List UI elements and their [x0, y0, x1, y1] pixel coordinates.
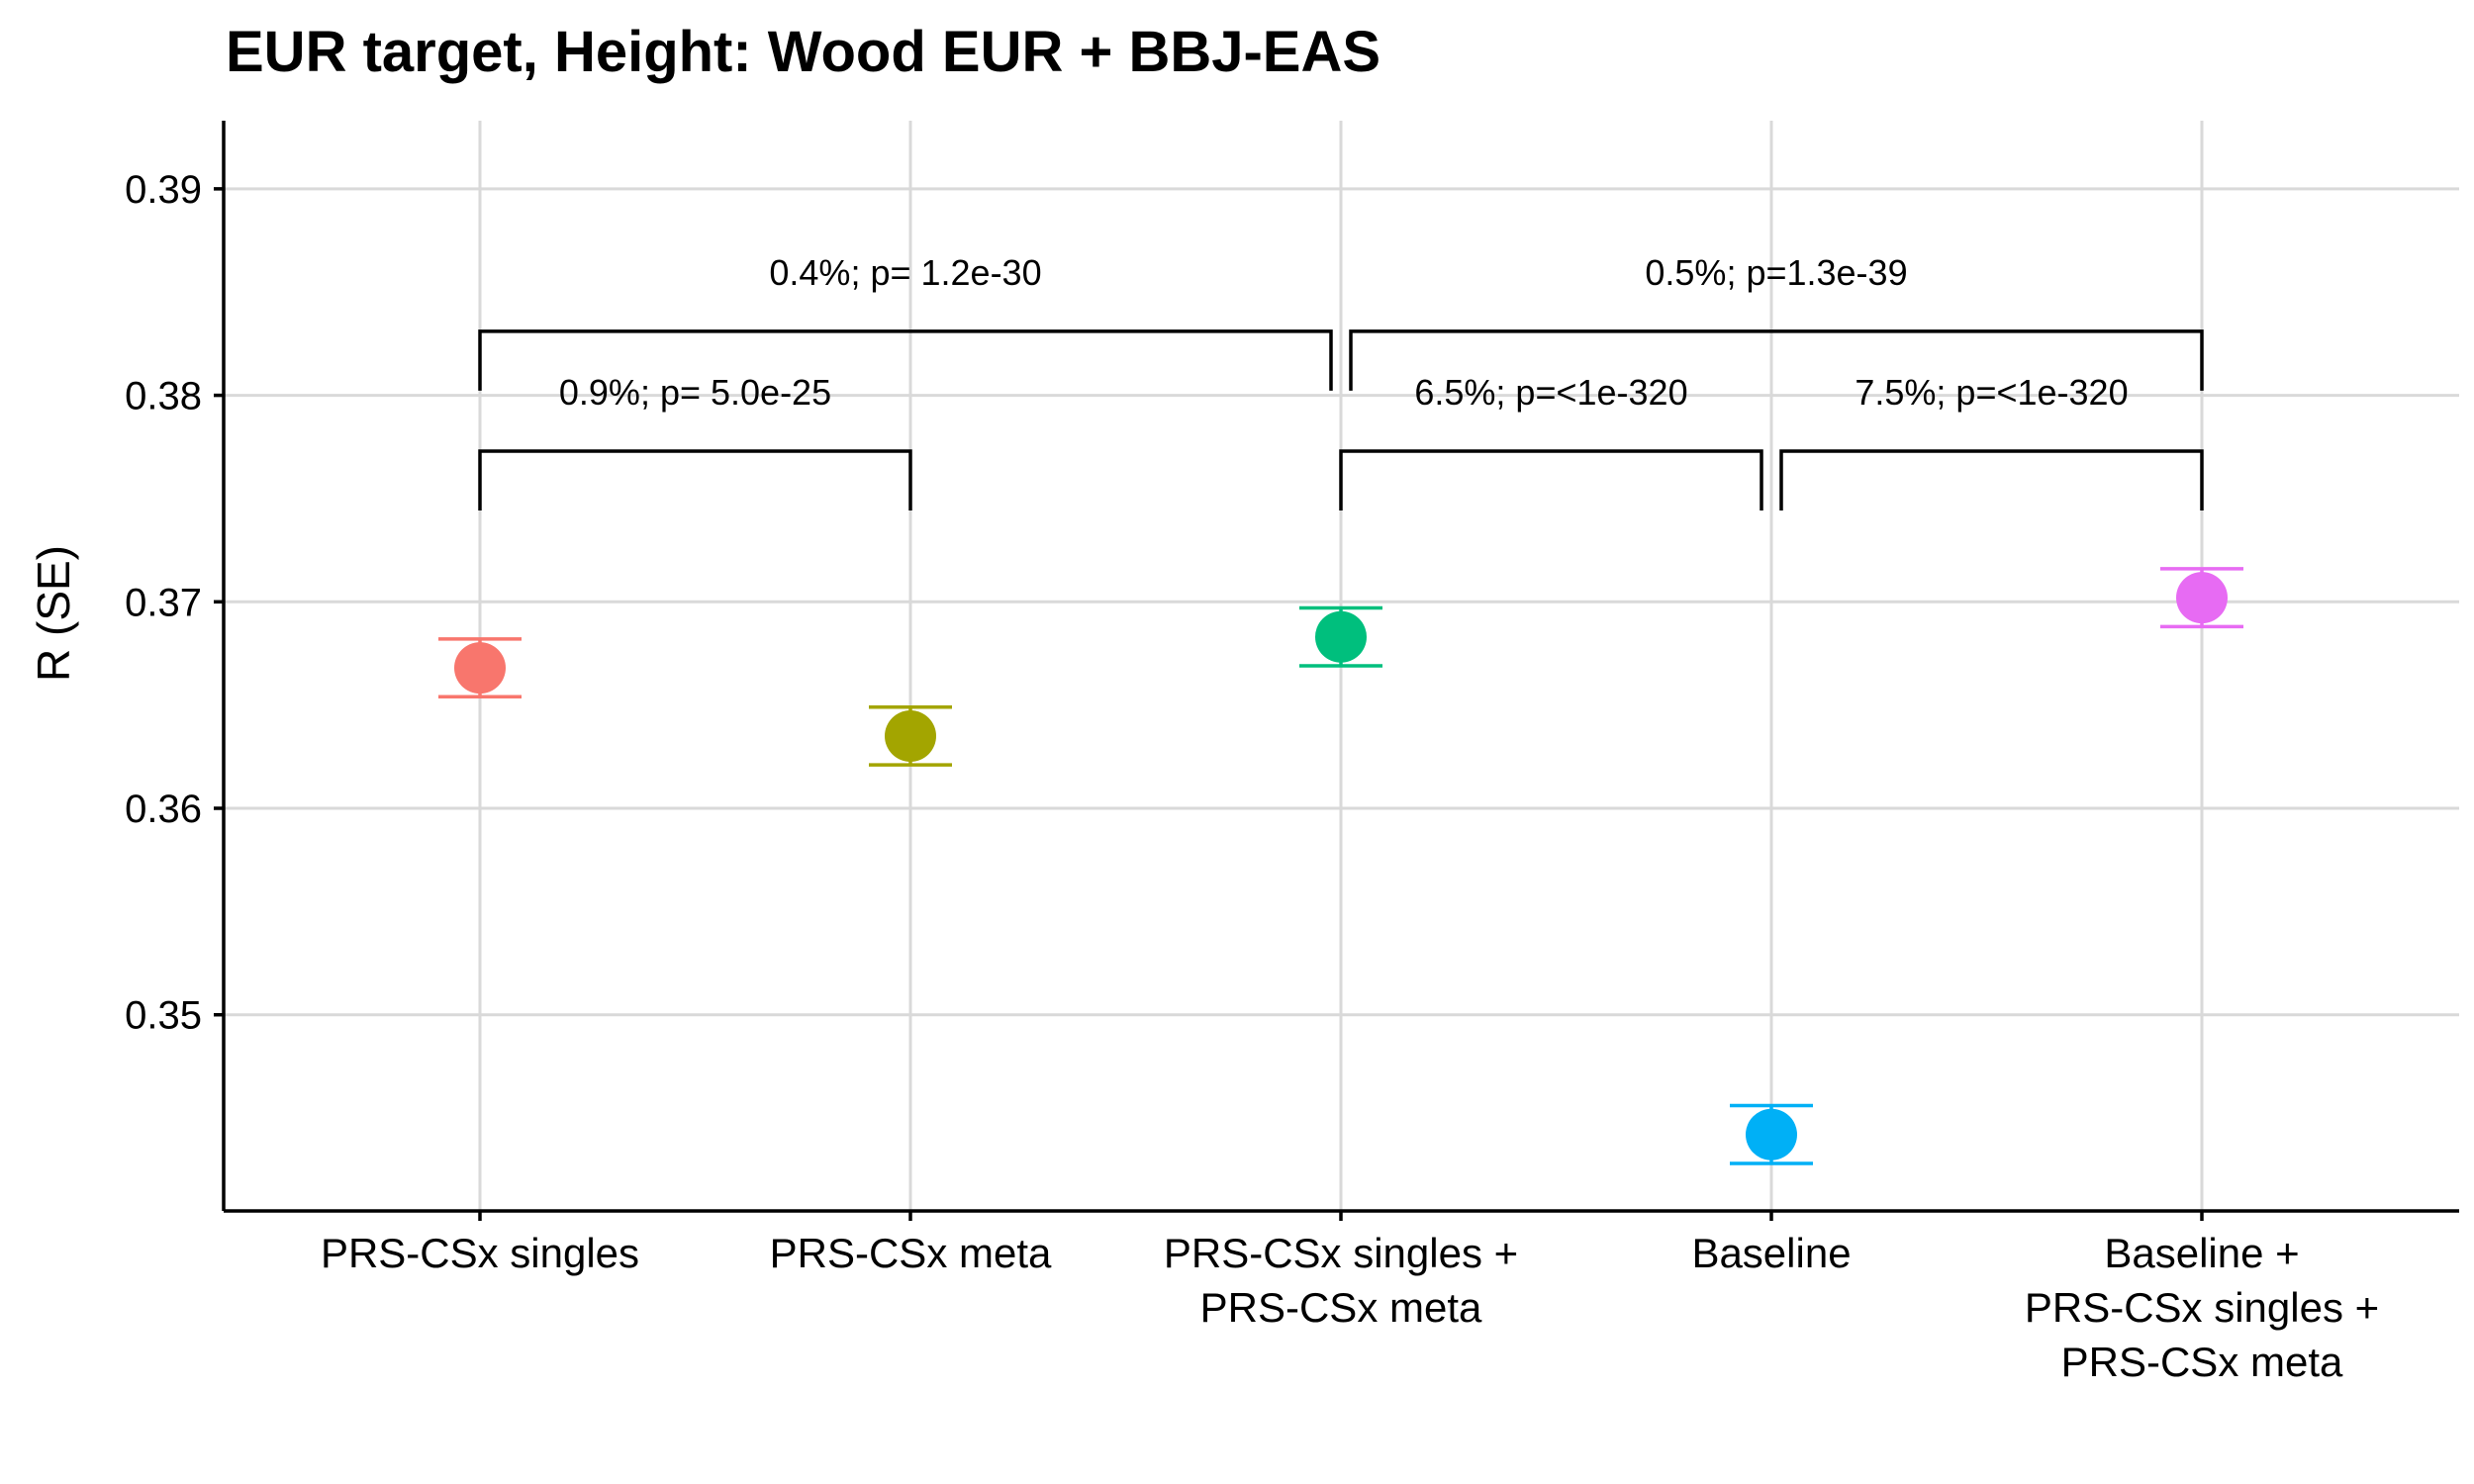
- comparison-bracket-3: [1349, 329, 2204, 391]
- data-point-1: [885, 709, 936, 762]
- x-category-label-line: PRS-CSx singles +: [2025, 1284, 2379, 1331]
- comparison-brackets: 0.9%; p= 5.0e-25 0.4%; p= 1.2e-30 6.5%; p=…: [478, 252, 2204, 510]
- data-point-0: [454, 642, 506, 695]
- x-category-label-line: PRS-CSx meta: [1200, 1284, 1482, 1331]
- comparison-bracket-4: [1779, 449, 2204, 510]
- data-point-group-0: [438, 637, 522, 699]
- comparison-label-1: 0.4%; p= 1.2e-30: [769, 252, 1041, 293]
- x-category-label-line: Baseline: [1691, 1230, 1851, 1276]
- comparison-label-3: 0.5%; p=1.3e-39: [1645, 252, 1907, 293]
- data-point-2: [1315, 610, 1367, 663]
- x-category-label-1: PRS-CSx meta: [770, 1230, 1052, 1276]
- x-category-label-line: PRS-CSx meta: [770, 1230, 1052, 1276]
- x-category-label-line: PRS-CSx meta: [2061, 1339, 2343, 1385]
- x-category-label-3: Baseline: [1691, 1230, 1851, 1276]
- x-category-label-2: PRS-CSx singles + PRS-CSx meta: [1164, 1230, 1518, 1331]
- data-point-4: [2176, 572, 2228, 624]
- comparison-label-4: 7.5%; p=<1e-320: [1855, 372, 2128, 413]
- chart-title: EUR target, Height: Wood EUR + BBJ-EAS: [226, 20, 1380, 84]
- comparison-label-0: 0.9%; p= 5.0e-25: [559, 372, 831, 413]
- data-point-group-1: [869, 704, 952, 767]
- x-axis-categories: PRS-CSx singles PRS-CSx meta PRS-CSx singl…: [321, 1211, 2379, 1385]
- x-category-label-4: Baseline + PRS-CSx singles + PRS-CSx meta: [2025, 1230, 2379, 1385]
- comparison-bracket-2: [1339, 449, 1763, 510]
- y-axis-ticks: 0.35 0.36 0.37 0.38 0.39: [125, 168, 224, 1038]
- comparison-bracket-1: [478, 329, 1333, 391]
- data-point-group-3: [1730, 1103, 1813, 1165]
- y-tick-label-4: 0.39: [125, 168, 202, 212]
- data-point-3: [1746, 1108, 1797, 1160]
- y-tick-label-1: 0.36: [125, 788, 202, 831]
- x-category-label-line: PRS-CSx singles +: [1164, 1230, 1518, 1276]
- data-point-group-4: [2160, 567, 2243, 629]
- comparison-label-2: 6.5%; p=<1e-320: [1414, 372, 1687, 413]
- y-tick-label-2: 0.37: [125, 581, 202, 624]
- y-axis-label: R (SE): [28, 545, 79, 682]
- x-category-label-line: PRS-CSx singles: [321, 1230, 639, 1276]
- data-points: [438, 567, 2243, 1165]
- y-tick-label-0: 0.35: [125, 994, 202, 1038]
- x-category-label-0: PRS-CSx singles: [321, 1230, 639, 1276]
- data-point-group-2: [1299, 605, 1382, 668]
- y-tick-label-3: 0.38: [125, 375, 202, 418]
- comparison-bracket-0: [478, 449, 912, 510]
- x-category-label-line: Baseline +: [2104, 1230, 2299, 1276]
